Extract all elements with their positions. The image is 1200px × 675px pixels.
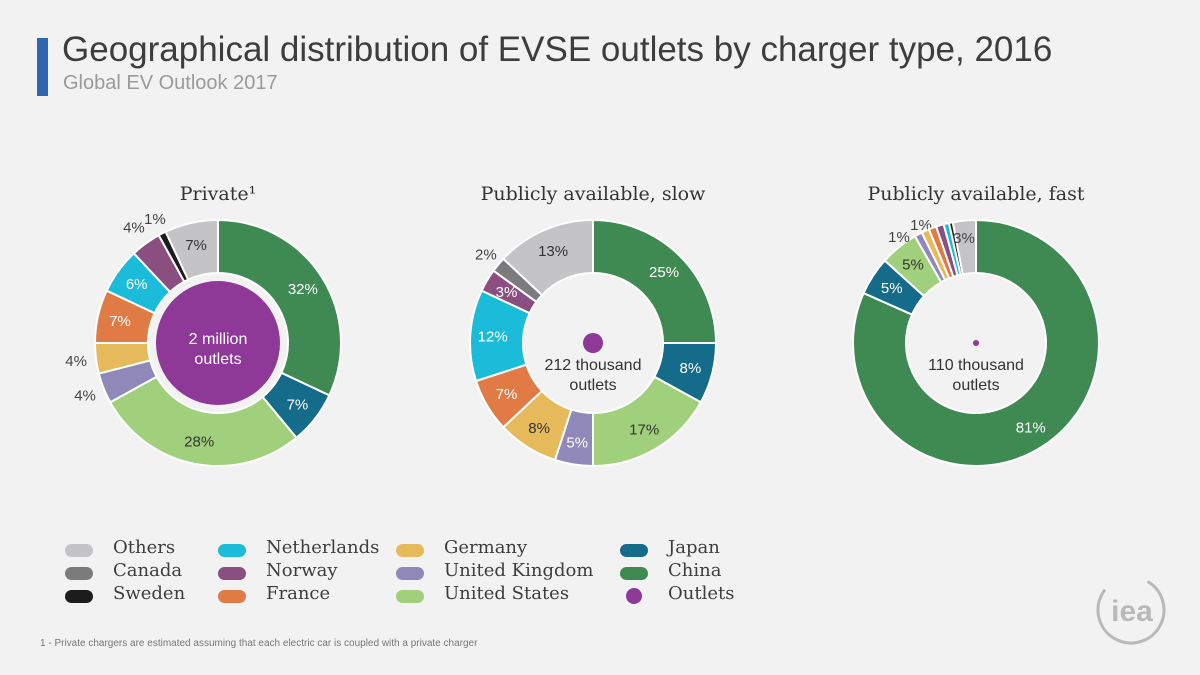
legend-swatch-germany xyxy=(396,544,424,557)
legend-label-united-kingdom: United Kingdom xyxy=(444,560,594,581)
legend-swatch-canada xyxy=(65,567,93,580)
data-label-japan: 7% xyxy=(287,397,309,414)
legend-swatch-netherlands xyxy=(218,544,246,557)
logo-text: iea xyxy=(1111,595,1153,628)
data-label-germany: 4% xyxy=(65,353,87,370)
center-label-line-2: outlets xyxy=(194,351,241,368)
page-subtitle: Global EV Outlook 2017 xyxy=(63,72,278,94)
outlets-bubble xyxy=(583,333,603,353)
legend-label-sweden: Sweden xyxy=(113,583,186,604)
legend-swatch-japan xyxy=(620,544,648,557)
data-label-united-states: 5% xyxy=(902,257,924,274)
data-label-others: 7% xyxy=(185,237,207,254)
center-label-line-1: 110 thousand xyxy=(928,357,1024,374)
pie-title: Publicly available, fast xyxy=(867,183,1084,205)
legend-label-outlets: Outlets xyxy=(668,583,735,604)
iea-logo: iea xyxy=(1096,575,1166,645)
legend-swatch-france xyxy=(218,590,246,603)
data-label-united-kingdom: 5% xyxy=(566,434,588,451)
pie-title: Publicly available, slow xyxy=(481,183,707,205)
legend-label-norway: Norway xyxy=(266,560,338,581)
slice-china xyxy=(592,218,718,344)
data-label-united-states: 17% xyxy=(629,422,659,439)
slice-china xyxy=(852,218,1100,467)
data-label-china: 81% xyxy=(1016,419,1046,436)
data-label-united-kingdom: 4% xyxy=(74,388,96,405)
center-label-line-2: outlets xyxy=(952,377,999,394)
data-label-china: 32% xyxy=(288,281,318,298)
data-label-united-kingdom: 1% xyxy=(888,229,910,246)
pie-title: Private¹ xyxy=(180,183,257,205)
data-label-norway: 4% xyxy=(123,219,145,236)
data-label-others: 13% xyxy=(538,243,568,260)
page-title: Geographical distribution of EVSE outlet… xyxy=(62,30,1053,69)
legend-label-united-states: United States xyxy=(444,583,570,604)
legend-label-canada: Canada xyxy=(113,560,183,581)
data-label-japan: 8% xyxy=(679,360,701,377)
data-label-france: 7% xyxy=(496,386,518,403)
data-label-united-states: 28% xyxy=(184,434,214,451)
slice-others xyxy=(501,218,594,297)
legend-label-japan: Japan xyxy=(668,537,720,558)
slice-others xyxy=(951,218,977,276)
center-label-line-2: outlets xyxy=(569,377,616,394)
data-label-germany: 1% xyxy=(910,217,932,234)
legend-swatch-sweden xyxy=(65,590,93,603)
pie-chart-2: Publicly available, slow 25% 8% 17% 5% 8% 7% 12… xyxy=(469,183,718,468)
data-label-netherlands: 6% xyxy=(126,276,148,293)
slice-united-states xyxy=(108,375,298,467)
center-label-line-1: 212 thousand xyxy=(545,357,642,374)
pie-chart-3: Publicly available, fast 81% 5% 5% 1%1% 3% 110… xyxy=(852,183,1100,467)
legend-swatch-united-kingdom xyxy=(396,567,424,580)
legend-swatch-outlets xyxy=(626,588,642,604)
legend-label-china: China xyxy=(668,560,722,581)
data-label-china: 25% xyxy=(649,264,679,281)
footnote: 1 - Private chargers are estimated assum… xyxy=(40,638,478,649)
legend-swatch-norway xyxy=(218,567,246,580)
slice-china xyxy=(217,218,342,397)
outlets-bubble xyxy=(973,340,979,346)
data-label-sweden: 1% xyxy=(144,211,166,228)
data-label-germany: 8% xyxy=(528,420,550,437)
slice-others xyxy=(164,218,219,281)
data-label-canada: 2% xyxy=(475,246,497,263)
legend-swatch-china xyxy=(620,567,648,580)
data-label-france: 7% xyxy=(109,313,131,330)
outlets-bubble xyxy=(156,281,280,405)
center-label-line-1: 2 million xyxy=(189,331,248,348)
data-label-netherlands: 12% xyxy=(478,329,508,346)
legend-swatch-united-states xyxy=(396,590,424,603)
legend-label-germany: Germany xyxy=(444,537,528,558)
legend-label-others: Others xyxy=(113,537,176,558)
legend-label-netherlands: Netherlands xyxy=(266,537,380,558)
data-label-others: 3% xyxy=(953,230,975,247)
data-label-japan: 5% xyxy=(881,280,903,297)
legend-swatch-others xyxy=(65,544,93,557)
title-accent-bar xyxy=(37,38,48,96)
data-label-norway: 3% xyxy=(496,284,518,301)
legend-label-france: France xyxy=(266,583,331,604)
